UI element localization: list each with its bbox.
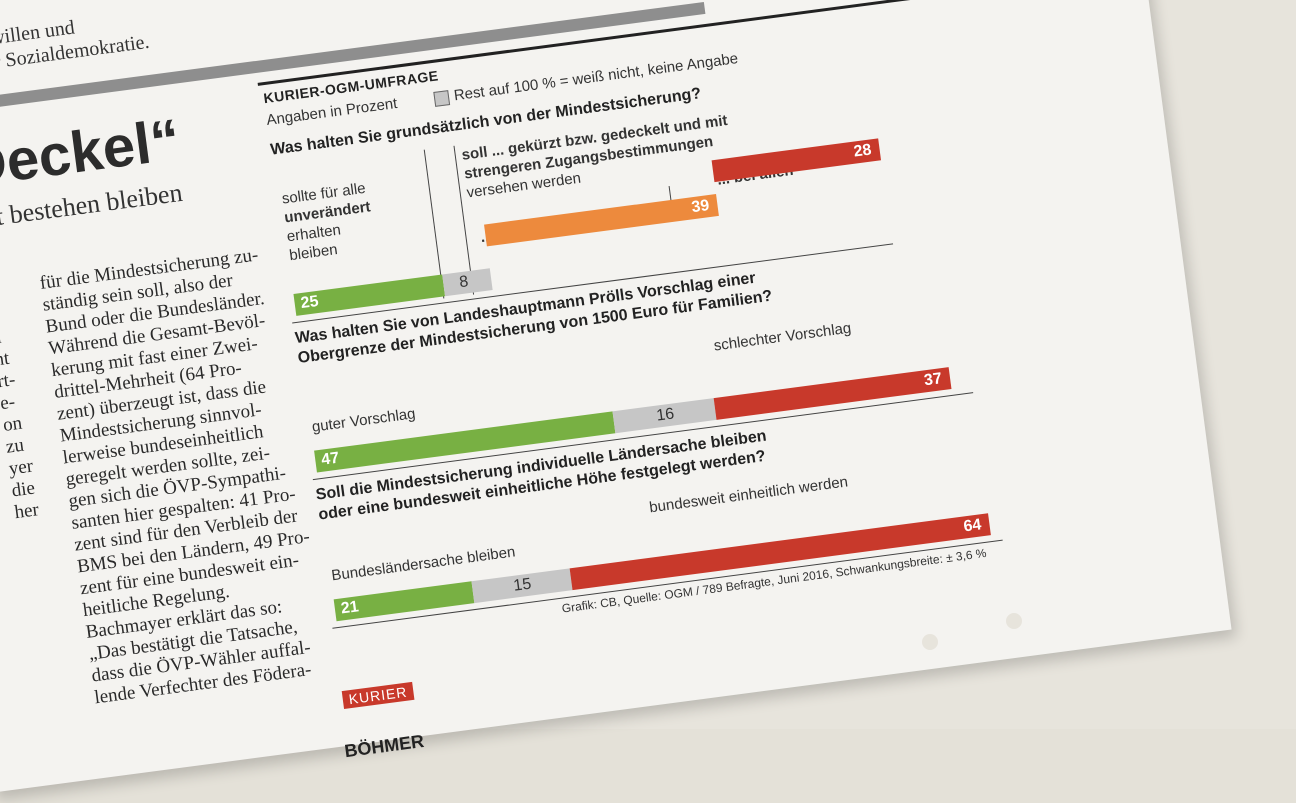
chart2-value-1: 47 <box>320 449 341 469</box>
kurier-logo: KURIER <box>341 681 415 709</box>
chart2-bar-3 <box>713 367 952 420</box>
chart2-value-3: 37 <box>923 370 943 390</box>
q3-right-label: bundesweit einheitlich werden <box>648 473 849 517</box>
chart3-value-2: 15 <box>512 575 533 595</box>
article-line: die <box>10 477 37 502</box>
article-line: n <box>0 304 6 328</box>
q2-left-label: guter Vorschlag <box>310 405 417 436</box>
article-line: rt- <box>0 369 17 393</box>
article-line: s <box>0 282 3 306</box>
page-hole <box>922 634 938 650</box>
legend-grey-swatch <box>433 90 451 107</box>
page-hole <box>1006 613 1022 629</box>
article-line: her <box>13 499 41 524</box>
article-line: on <box>1 412 24 436</box>
article-line: nt <box>0 347 11 371</box>
chart1-value-3: 39 <box>690 197 711 217</box>
article-line: zu <box>4 434 26 458</box>
article-line: e- <box>0 391 17 415</box>
chart1-value-4: 28 <box>852 141 873 161</box>
article-line: n <box>0 326 3 349</box>
chart1-bar-3 <box>484 194 719 247</box>
chart3-value-1: 21 <box>339 598 360 618</box>
q1-left-label-4: bleiben <box>288 240 339 265</box>
chart1-value-1: 25 <box>299 292 320 313</box>
chart3-value-3: 64 <box>962 516 983 536</box>
q2-right-label: schlechter Vorschlag <box>712 319 853 355</box>
article-line: yer <box>7 455 35 480</box>
chart2-value-2: 16 <box>655 405 676 425</box>
